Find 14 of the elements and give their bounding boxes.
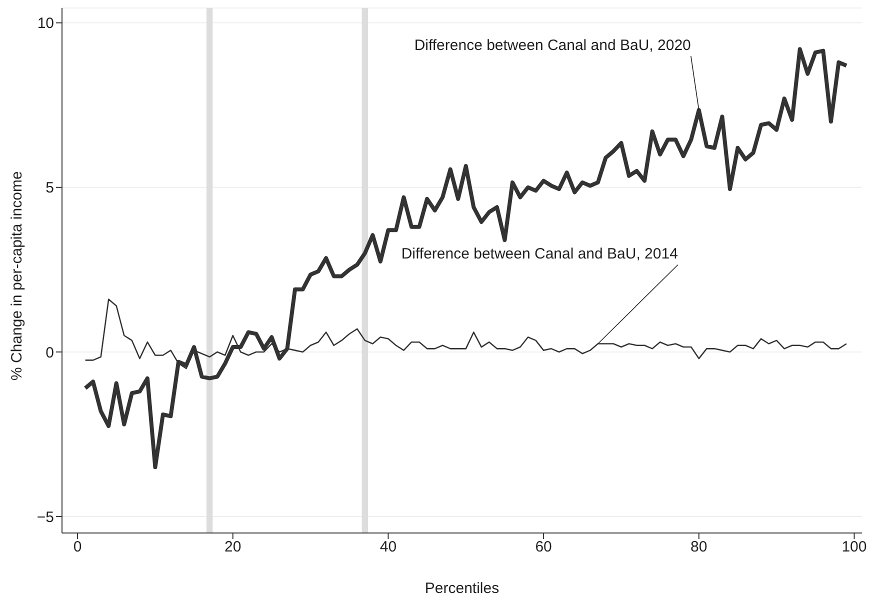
annotation: Difference between Canal and BaU, 2014 — [401, 246, 678, 263]
x-tick-label: 60 — [535, 538, 552, 556]
y-tick-label: 5 — [46, 180, 54, 197]
x-tick-label: 40 — [380, 538, 397, 556]
x-tick-label: 100 — [842, 538, 867, 556]
x-axis-title: Percentiles — [424, 580, 500, 597]
x-tick-label: 20 — [224, 538, 242, 556]
x-tick-label: 0 — [73, 538, 82, 556]
y-tick-label: 10 — [37, 15, 54, 32]
annotation: Difference between Canal and BaU, 2020 — [414, 37, 691, 54]
y-axis-title: % Change in per-capita income — [8, 171, 26, 380]
y-tick-label: 0 — [46, 344, 54, 362]
y-tick-label: −5 — [36, 508, 54, 526]
x-tick-label: 80 — [690, 538, 708, 556]
